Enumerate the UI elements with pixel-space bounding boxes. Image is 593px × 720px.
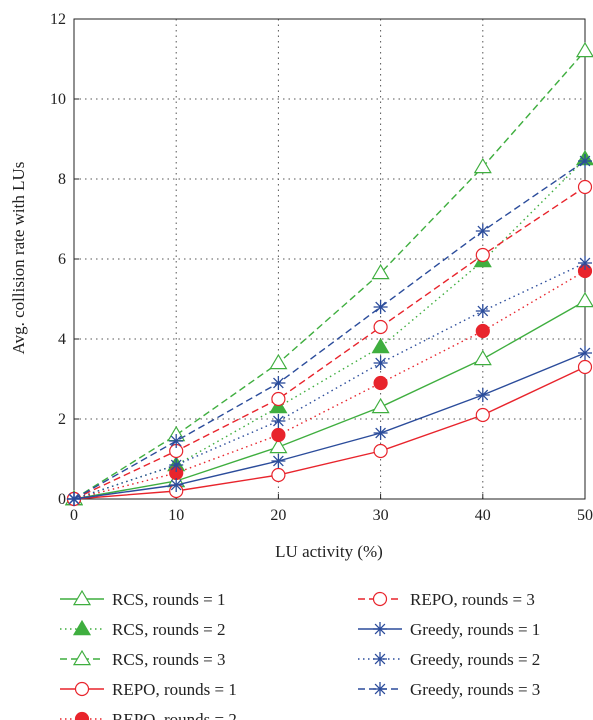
y-tick-label: 2	[58, 411, 66, 428]
legend-marker	[373, 652, 387, 666]
legend-entry: RCS, rounds = 1	[60, 589, 226, 609]
legend-label: Greedy, rounds = 1	[410, 620, 540, 639]
legend-marker	[74, 711, 90, 720]
legend-label: RCS, rounds = 3	[112, 650, 226, 669]
legend-marker	[72, 649, 92, 666]
legend-label: Greedy, rounds = 2	[410, 650, 540, 669]
y-tick-label: 6	[58, 251, 66, 268]
data-point	[271, 467, 286, 483]
legend-label: REPO, rounds = 1	[112, 680, 237, 699]
axes: 0 10 20 30 40 50 0 2 4 6 8 10 12	[50, 11, 593, 524]
legend-marker	[72, 589, 92, 606]
data-point	[271, 454, 286, 468]
legend-label: REPO, rounds = 2	[112, 710, 237, 720]
data-point	[271, 414, 286, 428]
data-point	[473, 349, 492, 366]
x-tick-label: 30	[373, 507, 389, 524]
data-point	[269, 437, 288, 454]
data-point	[475, 407, 490, 423]
series-line	[73, 352, 586, 500]
data-point	[575, 291, 593, 308]
legend-label: RCS, rounds = 1	[112, 590, 226, 609]
data-point	[373, 300, 388, 314]
x-tick-label: 40	[475, 507, 491, 524]
legend-entry: REPO, rounds = 1	[60, 680, 237, 699]
legend-entry: Greedy, rounds = 2	[358, 650, 540, 669]
data-point	[67, 492, 81, 506]
data-point	[577, 359, 593, 375]
legend-label: Greedy, rounds = 3	[410, 680, 540, 699]
data-point	[373, 426, 388, 440]
series-7	[67, 346, 592, 506]
series-5	[66, 263, 593, 507]
data-point	[373, 319, 388, 335]
data-point	[371, 263, 390, 280]
legend-label: RCS, rounds = 2	[112, 620, 226, 639]
data-point	[371, 337, 390, 354]
series-line	[73, 158, 586, 500]
legend-entry: Greedy, rounds = 1	[358, 620, 540, 639]
series-9	[67, 154, 592, 506]
y-axis-label: Avg. collision rate with LUs	[9, 162, 28, 355]
data-point	[269, 353, 288, 370]
data-point	[475, 323, 490, 339]
legend-marker	[373, 682, 387, 696]
series-lines	[64, 41, 593, 507]
x-tick-label: 50	[577, 507, 593, 524]
data-point	[169, 434, 184, 448]
x-tick-label: 20	[270, 507, 286, 524]
data-point	[577, 179, 593, 195]
series-line	[73, 186, 586, 500]
y-tick-label: 10	[50, 91, 66, 108]
data-point	[169, 458, 184, 472]
data-point	[475, 247, 490, 263]
legend-marker	[72, 619, 92, 636]
series-2	[64, 149, 593, 506]
data-point	[473, 157, 492, 174]
series-line	[73, 300, 586, 500]
legend-entry: REPO, rounds = 2	[60, 710, 237, 720]
legend-marker	[372, 591, 388, 607]
legend-entry: REPO, rounds = 3	[358, 590, 535, 609]
legend-label: REPO, rounds = 3	[410, 590, 535, 609]
x-tick-label: 0	[70, 507, 78, 524]
data-point	[578, 346, 592, 360]
data-point	[475, 304, 490, 318]
data-point	[575, 41, 593, 58]
series-3	[64, 41, 593, 506]
data-point	[373, 356, 388, 370]
legend-entry: RCS, rounds = 2	[60, 619, 226, 639]
legend-marker	[373, 622, 387, 636]
data-point	[169, 478, 184, 492]
series-line	[73, 50, 586, 500]
data-point	[373, 375, 388, 391]
legend: RCS, rounds = 1 RCS, rounds = 2 RCS, round…	[60, 589, 540, 720]
legend-entry: Greedy, rounds = 3	[358, 680, 540, 699]
data-point	[373, 443, 388, 459]
data-point	[475, 388, 490, 402]
legend-marker	[74, 681, 90, 697]
y-tick-label: 0	[58, 491, 66, 508]
y-tick-label: 4	[58, 331, 66, 348]
data-point	[578, 154, 592, 168]
legend-entry: RCS, rounds = 3	[60, 649, 226, 669]
series-6	[66, 179, 593, 507]
data-point	[271, 427, 286, 443]
series-8	[67, 256, 592, 506]
x-axis-label: LU activity (%)	[275, 542, 383, 561]
data-point	[475, 224, 490, 238]
series-line	[73, 160, 586, 500]
data-point	[578, 256, 592, 270]
series-1	[64, 291, 593, 506]
data-point	[271, 376, 286, 390]
series-line	[73, 366, 586, 500]
data-point	[371, 397, 390, 414]
data-point	[271, 391, 286, 407]
x-tick-label: 10	[168, 507, 184, 524]
y-tick-label: 8	[58, 171, 66, 188]
y-tick-label: 12	[50, 11, 66, 28]
